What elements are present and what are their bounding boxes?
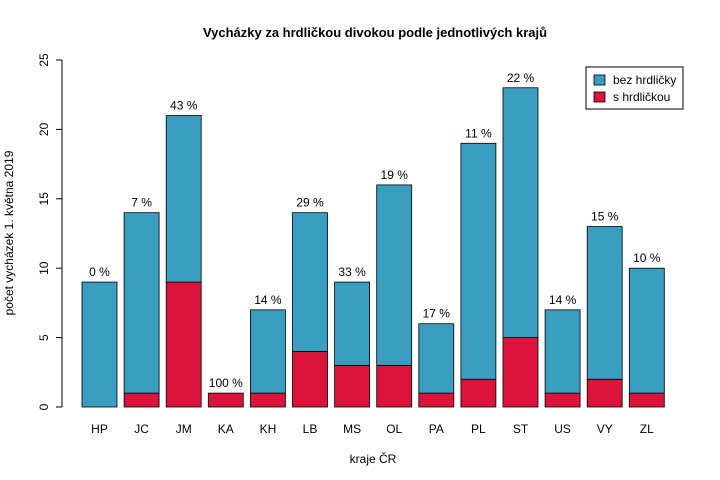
bar-segment-us-s-hrdlickou [544,392,581,408]
bar-segment-st-s-hrdlickou [502,337,539,408]
x-tick-labels: HP JC JM KA KH LB MS OL PA PL ST US VY ZL [91,422,654,436]
bar-label-ka: 100 % [209,376,243,390]
bar-segment-jc-bez-hrdlicky [123,212,160,394]
y-tick-label: 5 [37,334,51,341]
bar-label-ms: 33 % [338,265,366,279]
legend: bez hrdličky s hrdličkou [585,66,684,110]
y-axis-label: počet vycházek 1. května 2019 [2,150,16,315]
y-tick-label: 10 [37,261,51,275]
y-tick-label: 15 [37,192,51,206]
x-tick-label-zl: ZL [640,422,654,436]
bar-segment-jm-s-hrdlickou [165,281,202,408]
bar-label-us: 14 % [549,293,577,307]
x-tick-label-ms: MS [343,422,361,436]
x-tick-label-st: ST [513,422,529,436]
bar-label-hp: 0 % [89,265,110,279]
bar-segment-hp-bez-hrdlicky [81,281,118,408]
legend-label-bez-hrdlicky: bez hrdličky [613,73,676,87]
x-tick-label-lb: LB [303,422,318,436]
bar-segment-ms-bez-hrdlicky [334,281,371,366]
bar-label-st: 22 % [507,71,535,85]
bar-label-kh: 14 % [254,293,282,307]
bar-segment-kh-s-hrdlickou [249,392,286,408]
bar-segment-jc-s-hrdlickou [123,392,160,408]
bar-label-zl: 10 % [633,251,661,265]
bar-segment-vy-bez-hrdlicky [586,226,623,380]
bar-segment-zl-bez-hrdlicky [628,267,665,394]
bar-segment-vy-s-hrdlickou [586,378,623,408]
bar-label-ol: 19 % [381,168,409,182]
bar-segment-kh-bez-hrdlicky [249,309,286,394]
percentage-labels: 0 % 7 % 43 % 100 % 14 % 29 % 33 % 19 % 17 % 11 % 2… [89,71,661,390]
bar-label-jc: 7 % [131,196,152,210]
bars [81,87,665,408]
x-tick-label-ka: KA [218,422,234,436]
bar-segment-zl-s-hrdlickou [628,392,665,408]
bar-segment-pl-bez-hrdlicky [460,142,497,380]
bar-label-pl: 11 % [465,126,492,140]
bar-segment-pa-s-hrdlickou [418,392,455,408]
bar-label-jm: 43 % [170,99,198,113]
x-tick-label-pa: PA [429,422,444,436]
x-tick-label-jm: JM [176,422,192,436]
x-tick-label-jc: JC [134,422,149,436]
bar-segment-pl-s-hrdlickou [460,378,497,408]
x-tick-label-kh: KH [260,422,277,436]
chart-title: Vycházky za hrdličkou divokou podle jedn… [203,25,547,40]
legend-swatch-s-hrdlickou [593,91,606,103]
y-tick-label: 0 [37,403,51,410]
bar-segment-ol-bez-hrdlicky [376,184,413,366]
y-axis: 0 5 10 15 20 25 [37,53,63,410]
bar-segment-st-bez-hrdlicky [502,87,539,338]
y-tick-label: 20 [37,122,51,136]
bar-label-vy: 15 % [591,210,619,224]
bar-label-lb: 29 % [296,196,324,210]
legend-swatch-bez-hrdlicky [593,74,606,86]
bar-label-pa: 17 % [423,307,451,321]
bar-segment-pa-bez-hrdlicky [418,323,455,394]
bar-segment-lb-s-hrdlickou [292,351,328,408]
bar-segment-ka-s-hrdlickou [207,392,244,408]
x-tick-label-vy: VY [597,422,613,436]
bar-segment-jm-bez-hrdlicky [165,115,202,283]
x-axis-label: kraje ČR [350,451,397,466]
legend-label-s-hrdlickou: s hrdličkou [613,90,670,104]
bar-segment-ms-s-hrdlickou [334,364,371,408]
x-tick-label-ol: OL [386,422,402,436]
bar-segment-lb-bez-hrdlicky [292,212,328,352]
bar-segment-us-bez-hrdlicky [544,309,581,394]
x-tick-label-us: US [554,422,571,436]
bar-segment-ol-s-hrdlickou [376,364,413,408]
x-tick-label-pl: PL [471,422,486,436]
y-tick-label: 25 [37,53,51,67]
x-tick-label-hp: HP [91,422,108,436]
